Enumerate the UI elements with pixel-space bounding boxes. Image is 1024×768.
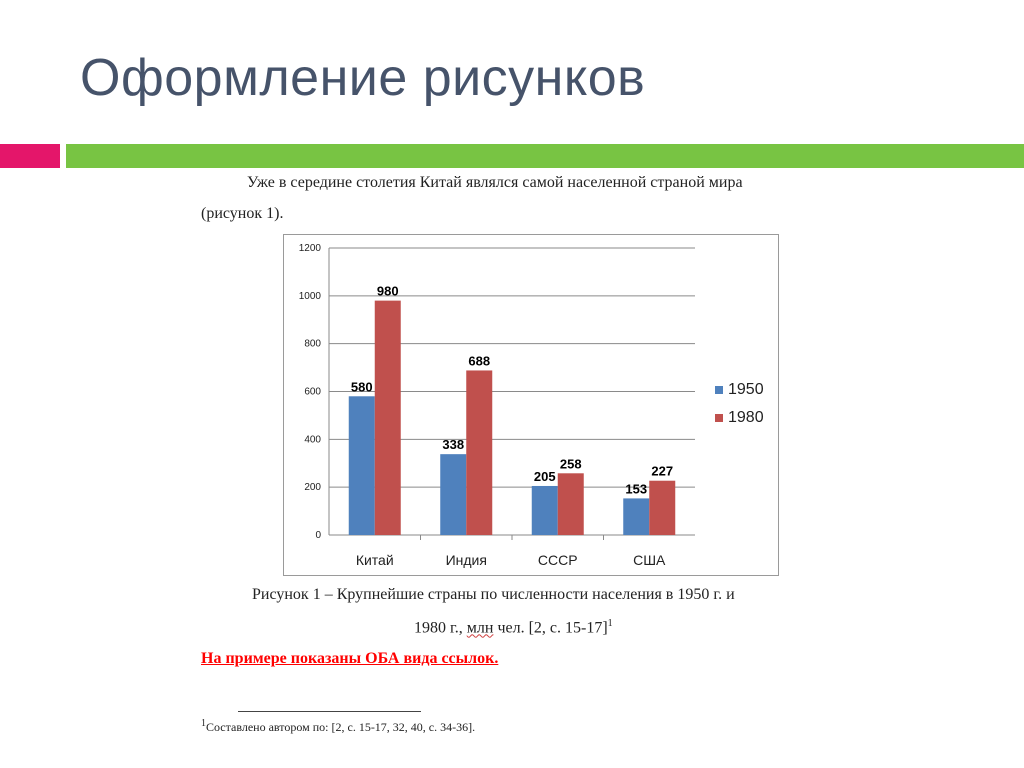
figure-caption-line-1: Рисунок 1 – Крупнейшие страны по численн…	[252, 586, 735, 603]
intro-text-line-1: Уже в середине столетия Китай являлся са…	[247, 174, 743, 191]
legend-item-1950: 1950	[715, 381, 764, 399]
footnote-text: Составлено автором по: [2, с. 15-17, 32,…	[206, 720, 476, 734]
bar-Китай-1980	[374, 300, 401, 535]
bar-СССР-1980	[557, 473, 584, 535]
legend-swatch-1950	[715, 386, 723, 394]
bar-СССР-1950	[531, 485, 558, 535]
bar-США-1980	[649, 480, 676, 535]
legend-swatch-1980	[715, 414, 723, 422]
y-tick-label-600: 600	[304, 387, 321, 398]
y-tick-label-400: 400	[304, 434, 321, 445]
data-label-Китай-1950: 580	[351, 379, 373, 394]
footnote: 1Составлено автором по: [2, с. 15-17, 32…	[201, 718, 475, 735]
red-note: На примере показаны ОБА вида ссылок.	[201, 650, 499, 667]
slide-title: Оформление рисунков	[80, 49, 646, 107]
caption-unit-spellcheck: млн	[466, 619, 494, 637]
caption-reference: чел. [2, с. 15-17]	[493, 619, 608, 637]
y-tick-label-200: 200	[304, 482, 321, 493]
intro-text-line-2: (рисунок 1).	[201, 205, 284, 222]
accent-bar-pink	[0, 144, 60, 168]
bar-Индия-1950	[440, 454, 467, 535]
data-label-США-1950: 153	[625, 481, 647, 496]
data-label-Китай-1980: 980	[377, 284, 399, 299]
bar-Индия-1980	[466, 370, 493, 535]
footnote-marker: 1	[201, 718, 206, 729]
chart-canvas: 0 200 400 600 800 1000 1200 Китай 580 980 Индия 338…	[299, 243, 695, 568]
data-label-СССР-1950: 205	[534, 469, 556, 484]
y-tick-label-800: 800	[304, 339, 321, 350]
data-label-США-1980: 227	[651, 464, 673, 479]
legend-label-1980: 1980	[728, 409, 764, 426]
figure-caption-line-2: 1980 г., млн чел. [2, с. 15-17]1	[414, 618, 613, 637]
data-label-СССР-1980: 258	[560, 456, 582, 471]
x-tick-label-Индия: Индия	[446, 552, 487, 568]
y-tick-label-0: 0	[315, 530, 321, 541]
legend-label-1950: 1950	[728, 381, 764, 398]
data-label-Индия-1980: 688	[468, 353, 490, 368]
caption-year: 1980 г.,	[414, 619, 467, 637]
bar-Китай-1950	[348, 396, 375, 535]
caption-footnote-marker: 1	[607, 618, 613, 629]
population-chart: 0 200 400 600 800 1000 1200 Китай 580 980 Индия 338…	[283, 234, 779, 576]
data-label-Индия-1950: 338	[442, 437, 464, 452]
y-tick-label-1000: 1000	[299, 291, 322, 302]
legend-item-1980: 1980	[715, 409, 764, 427]
footnote-rule	[238, 711, 421, 712]
bar-США-1950	[623, 498, 650, 535]
x-tick-label-США: США	[633, 552, 666, 568]
x-tick-label-Китай: Китай	[356, 552, 394, 568]
accent-bar-green	[66, 144, 1024, 168]
x-tick-label-СССР: СССР	[538, 552, 578, 568]
y-tick-label-1200: 1200	[299, 243, 322, 254]
